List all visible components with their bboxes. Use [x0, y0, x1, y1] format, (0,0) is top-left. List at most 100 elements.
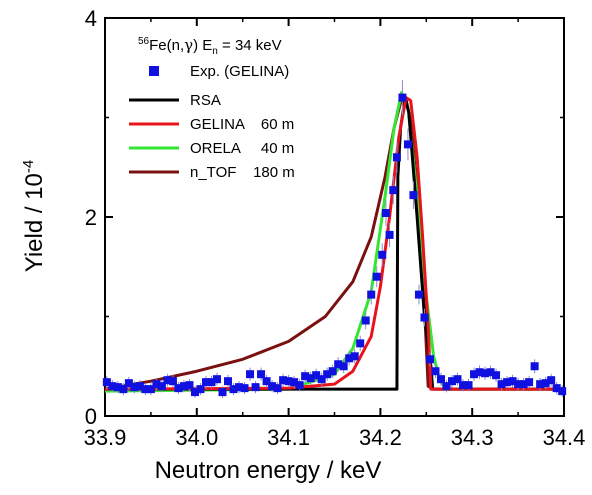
- data-point: [212, 375, 221, 384]
- data-point: [229, 385, 238, 394]
- data-point: [481, 369, 490, 378]
- data-point: [372, 272, 381, 281]
- data-point: [163, 376, 172, 385]
- legend-item-orela: ORELA 40 m: [129, 140, 294, 157]
- x-tick-label: 34.0: [175, 425, 218, 450]
- series-line-rsa: [105, 96, 564, 391]
- data-point: [361, 316, 370, 325]
- plot-area-border: [104, 17, 565, 417]
- series-line-orela: [104, 91, 564, 393]
- data-point: [425, 355, 434, 364]
- data-point: [398, 93, 407, 102]
- data-point: [470, 370, 479, 379]
- annotation-subscript: n: [212, 46, 218, 57]
- data-point: [290, 378, 299, 387]
- data-point: [157, 382, 166, 391]
- data-point: [558, 387, 567, 396]
- legend-label-rsa: RSA: [190, 92, 221, 109]
- legend-label-orela: ORELA 40 m: [190, 140, 294, 157]
- data-point: [339, 362, 348, 371]
- x-axis-title: Neutron energy / keV: [155, 457, 382, 484]
- x-tick-label: 34.4: [543, 425, 586, 450]
- data-point: [448, 377, 457, 386]
- data-point: [323, 370, 332, 379]
- data-point: [389, 186, 398, 195]
- data-point: [152, 380, 161, 389]
- data-point: [420, 313, 429, 322]
- data-point: [174, 384, 183, 393]
- data-point: [409, 191, 418, 200]
- annotation-reaction-end: ) E: [193, 37, 212, 54]
- data-point: [141, 385, 150, 394]
- data-point: [385, 230, 394, 239]
- data-point: [442, 382, 451, 391]
- legend: Exp. (GELINA) RSA GELINA 60 m ORELA 40 m…: [129, 63, 295, 181]
- data-point: [119, 385, 128, 394]
- data-point: [301, 372, 310, 381]
- y-tick-label: 0: [85, 404, 97, 429]
- annotation-gamma: γ: [184, 36, 193, 54]
- data-point: [381, 209, 390, 218]
- data-point: [295, 381, 304, 390]
- data-point: [453, 375, 462, 384]
- data-point: [414, 290, 423, 299]
- data-point: [431, 367, 440, 376]
- data-point: [525, 378, 534, 387]
- data-point: [492, 371, 501, 380]
- data-point: [262, 377, 271, 386]
- data-point: [257, 370, 266, 379]
- y-tick-label: 2: [85, 205, 97, 230]
- data-point: [475, 368, 484, 377]
- legend-label-ntof: n_TOF 180 m: [190, 164, 295, 181]
- data-point: [350, 352, 359, 361]
- data-point: [124, 379, 133, 388]
- y-axis-title: Yield / 10-4: [20, 160, 48, 273]
- data-point: [334, 360, 343, 369]
- data-point: [102, 378, 111, 387]
- x-tick-label: 34.3: [451, 425, 494, 450]
- legend-item-gelina: GELINA 60 m: [129, 116, 294, 133]
- data-point: [345, 354, 354, 363]
- data-point: [328, 367, 337, 376]
- data-point: [185, 381, 194, 390]
- data-point: [190, 388, 199, 397]
- data-point: [284, 377, 293, 386]
- data-point: [218, 388, 227, 397]
- annotation-value: = 34 keV: [218, 37, 282, 54]
- series-layer: [102, 79, 567, 399]
- data-point: [273, 384, 282, 393]
- data-point: [201, 378, 210, 387]
- data-point: [279, 376, 288, 385]
- data-point: [508, 377, 517, 386]
- data-point: [541, 379, 550, 388]
- y-tick-label: 4: [85, 6, 97, 31]
- data-point: [547, 376, 556, 385]
- data-point: [378, 250, 387, 259]
- data-point: [130, 383, 139, 392]
- data-point: [317, 375, 326, 384]
- y-axis-title-exponent: -4: [20, 160, 37, 173]
- data-point: [552, 384, 561, 393]
- series-line-gelina: [104, 96, 564, 391]
- legend-item-exp-gelina: Exp. (GELINA): [149, 63, 289, 80]
- data-point: [530, 362, 539, 371]
- data-point: [268, 382, 277, 391]
- legend-item-rsa: RSA: [129, 92, 221, 109]
- data-point: [464, 381, 473, 390]
- data-point: [235, 383, 244, 392]
- data-point: [459, 381, 468, 390]
- data-point: [196, 385, 205, 394]
- y-axis-title-main: Yield / 10: [21, 173, 48, 272]
- data-point: [519, 380, 528, 389]
- data-point: [514, 380, 523, 389]
- data-point: [246, 370, 255, 379]
- data-point: [135, 382, 144, 391]
- data-point: [251, 383, 260, 392]
- x-tick-label: 34.1: [267, 425, 310, 450]
- data-point: [113, 383, 122, 392]
- data-point: [436, 375, 445, 384]
- reaction-annotation: 56Fe(n,γ) En = 34 keV: [138, 36, 282, 57]
- data-point: [392, 153, 401, 162]
- data-point: [240, 384, 249, 393]
